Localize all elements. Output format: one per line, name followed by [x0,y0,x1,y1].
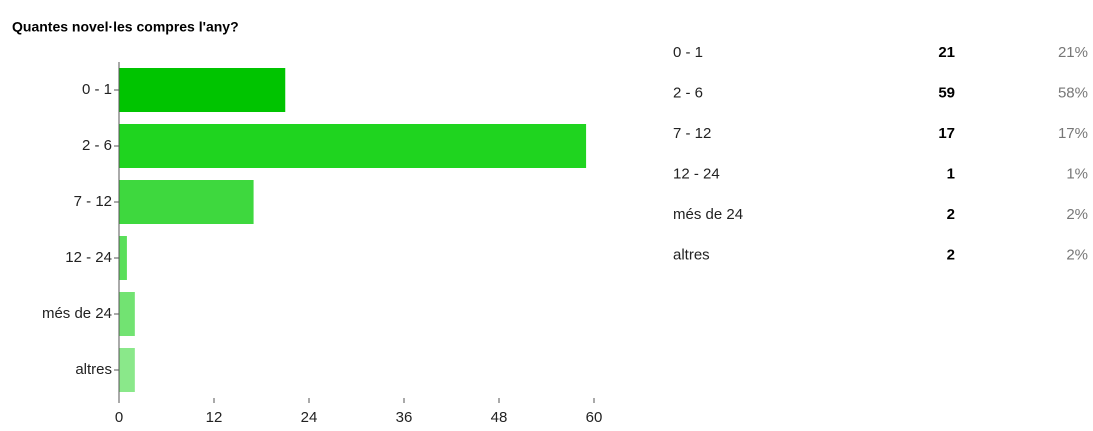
x-tick-label: 48 [491,409,508,426]
table-count: 21 [938,44,955,61]
y-tick-label: altres [75,361,112,378]
table-label: 0 - 1 [673,44,703,61]
y-tick-label: 12 - 24 [65,249,112,266]
x-tick-label: 0 [115,409,123,426]
x-tick-label: 36 [396,409,413,426]
table-percent: 58% [1058,84,1088,101]
table-label: altres [673,246,710,263]
table-percent: 21% [1058,44,1088,61]
x-tick-label: 12 [206,409,223,426]
bar [119,292,135,336]
table-count: 1 [947,165,955,182]
table-count: 59 [938,84,955,101]
table-count: 2 [947,206,955,223]
table-percent: 2% [1066,206,1088,223]
table-percent: 2% [1066,246,1088,263]
table-percent: 1% [1066,165,1088,182]
x-tick-label: 60 [586,409,603,426]
bar [119,236,127,280]
x-tick-label: 24 [301,409,318,426]
bar [119,348,135,392]
table-label: 7 - 12 [673,125,711,142]
table-label: 12 - 24 [673,165,720,182]
y-tick-label: 0 - 1 [82,81,112,98]
bar [119,180,254,224]
y-tick-label: més de 24 [42,305,112,322]
y-tick-label: 2 - 6 [82,137,112,154]
table-percent: 17% [1058,125,1088,142]
chart-title: Quantes novel·les compres l'any? [12,19,239,35]
y-tick-label: 7 - 12 [74,193,112,210]
table-label: més de 24 [673,206,743,223]
bar [119,68,286,112]
table-count: 17 [938,125,955,142]
table-count: 2 [947,246,955,263]
table-label: 2 - 6 [673,84,703,101]
bar [119,124,587,168]
